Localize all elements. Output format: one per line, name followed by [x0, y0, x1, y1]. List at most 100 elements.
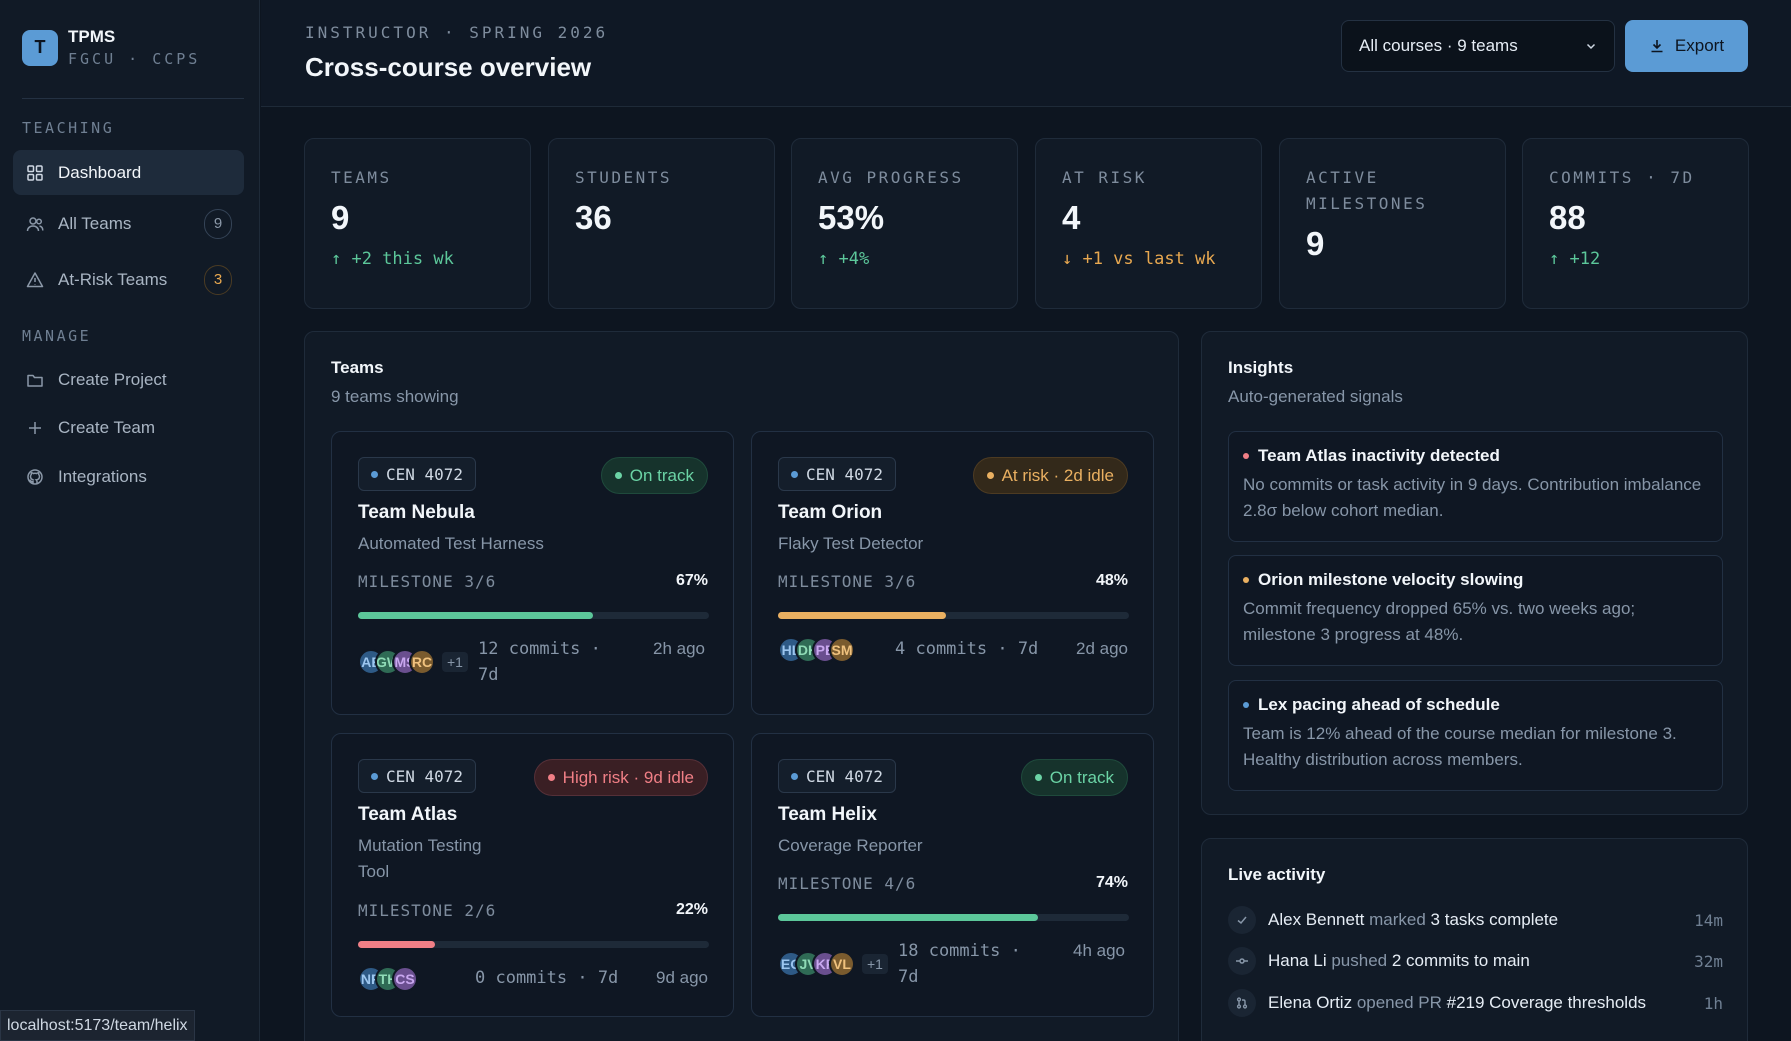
activity-item[interactable]: Elena Ortiz opened PR #219 Coverage thre…	[1228, 988, 1723, 1018]
sidebar-item-integrations[interactable]: Integrations	[13, 454, 244, 499]
sidebar-item-create-team[interactable]: Create Team	[13, 405, 244, 450]
activity-time: 14m	[1694, 910, 1723, 930]
stat-label: TEAMS	[331, 168, 392, 187]
milestone-label: MILESTONE 3/6	[358, 572, 497, 591]
milestone-label: MILESTONE 2/6	[358, 901, 497, 920]
activity-verb: opened PR	[1352, 993, 1447, 1012]
milestone-percent: 67%	[675, 572, 708, 589]
stat-label: COMMITS · 7D	[1549, 168, 1695, 187]
sidebar-divider	[22, 98, 244, 99]
brand-subtitle: FGCU · CCPS	[68, 50, 201, 68]
progress-bar	[358, 612, 709, 619]
stat-value: 53%	[818, 199, 885, 236]
stat-card-at-risk: AT RISK 4 ↓ +1 vs last wk	[1035, 138, 1262, 309]
team-project: Mutation Testing Tool	[358, 836, 482, 881]
avatar: CS	[392, 966, 418, 992]
team-project: Flaky Test Detector	[778, 534, 924, 553]
sidebar-item-at-risk-teams[interactable]: At-Risk Teams 3	[13, 257, 244, 302]
team-card-orion[interactable]: CEN 4072 At risk · 2d idle Team Orion Fl…	[751, 431, 1154, 715]
avatar: SM	[829, 637, 855, 663]
avatar-group: EO JV KF VL +1	[778, 951, 888, 977]
status-dot	[986, 472, 994, 479]
github-icon	[27, 468, 43, 485]
sidebar-item-dashboard[interactable]: Dashboard	[13, 150, 244, 195]
sidebar-item-label: Create Project	[58, 369, 167, 389]
team-card-atlas[interactable]: CEN 4072 High risk · 9d idle Team Atlas …	[331, 733, 734, 1017]
status-dot	[614, 472, 622, 479]
sidebar-item-all-teams[interactable]: All Teams 9	[13, 201, 244, 246]
milestone-label: MILESTONE 4/6	[778, 874, 917, 893]
status-badge: High risk · 9d idle	[533, 759, 708, 796]
course-code: CEN 4072	[806, 464, 884, 484]
progress-bar	[358, 941, 709, 948]
team-project: Automated Test Harness	[358, 534, 544, 553]
activity-verb: pushed	[1326, 951, 1392, 970]
insight-body: No commits or task activity in 9 days. C…	[1243, 475, 1702, 520]
activity-object: #219 Coverage thresholds	[1446, 993, 1647, 1012]
course-code: CEN 4072	[386, 464, 464, 484]
check-icon	[1228, 906, 1256, 934]
insight-card[interactable]: Team Atlas inactivity detected No commit…	[1228, 431, 1723, 542]
stat-label: STUDENTS	[575, 168, 673, 187]
course-dot	[371, 470, 378, 478]
panel-title: Teams	[331, 358, 384, 377]
stat-card-teams: TEAMS 9 ↑ +2 this wk	[304, 138, 531, 309]
commit-count: 4 commits · 7d	[895, 639, 1039, 659]
avatar-group: NR TH CS	[358, 966, 418, 992]
course-select-value: All courses · 9 teams	[1359, 36, 1518, 55]
stat-value: 9	[1306, 225, 1325, 262]
stat-value: 4	[1062, 199, 1081, 236]
brand-name: TPMS	[68, 27, 116, 46]
insight-title: Orion milestone velocity slowing	[1258, 570, 1524, 589]
status-text: At risk · 2d idle	[1001, 465, 1114, 485]
page-eyebrow: INSTRUCTOR · SPRING 2026	[305, 23, 609, 42]
export-button[interactable]: Export	[1625, 20, 1748, 72]
team-card-helix[interactable]: CEN 4072 On track Team Helix Coverage Re…	[751, 733, 1154, 1017]
warning-icon	[26, 271, 44, 287]
brand[interactable]: T TPMS FGCU · CCPS	[22, 27, 200, 68]
stat-delta: ↑ +12	[1549, 249, 1601, 269]
stat-card-students: STUDENTS 36	[548, 138, 775, 309]
milestone-percent: 22%	[675, 901, 708, 918]
team-name: Team Atlas	[358, 804, 458, 825]
sidebar-item-label: Create Team	[58, 417, 156, 437]
panel-title: Live activity	[1228, 865, 1326, 884]
team-card-nebula[interactable]: CEN 4072 On track Team Nebula Automated …	[331, 431, 734, 715]
course-tag: CEN 4072	[778, 457, 897, 491]
panel-title: Insights	[1228, 358, 1294, 377]
activity-object: 2 commits to main	[1391, 951, 1530, 970]
course-select[interactable]: All courses · 9 teams	[1341, 20, 1615, 72]
activity-item[interactable]: Hana Li pushed 2 commits to main 32m	[1228, 946, 1723, 976]
count-badge: 9	[204, 208, 232, 239]
status-badge: On track	[600, 457, 708, 494]
course-dot	[371, 772, 378, 780]
course-tag: CEN 4072	[778, 759, 897, 793]
stat-label: AVG PROGRESS	[818, 168, 964, 187]
status-dot	[1034, 774, 1042, 781]
progress-bar	[778, 914, 1129, 921]
status-text: On track	[1049, 767, 1114, 787]
status-text: High risk · 9d idle	[562, 767, 694, 787]
avatar-overflow: +1	[442, 652, 468, 672]
sidebar-item-create-project[interactable]: Create Project	[13, 357, 244, 402]
section-label-teaching: TEACHING	[22, 119, 115, 137]
teams-panel: Teams 9 teams showing CEN 4072 On track …	[304, 331, 1179, 1041]
progress-fill	[778, 914, 1038, 921]
progress-fill	[358, 941, 436, 948]
last-activity: 4h ago	[1073, 941, 1125, 960]
course-dot	[791, 772, 798, 780]
insight-body: Team is 12% ahead of the course median f…	[1243, 724, 1677, 769]
status-url: localhost:5173/team/helix	[0, 1010, 195, 1041]
sidebar-item-label: All Teams	[58, 213, 132, 233]
stat-value: 88	[1549, 199, 1586, 236]
activity-item[interactable]: Alex Bennett marked 3 tasks complete 14m	[1228, 905, 1723, 935]
insight-card[interactable]: Orion milestone velocity slowing Commit …	[1228, 555, 1723, 666]
insight-card[interactable]: Lex pacing ahead of schedule Team is 12%…	[1228, 680, 1723, 791]
course-dot	[791, 470, 798, 478]
progress-bar	[778, 612, 1129, 619]
stat-value: 9	[331, 199, 350, 236]
team-project: Coverage Reporter	[778, 836, 923, 855]
insight-dot	[1243, 453, 1249, 459]
course-tag: CEN 4072	[358, 759, 477, 793]
stat-value: 36	[575, 199, 612, 236]
